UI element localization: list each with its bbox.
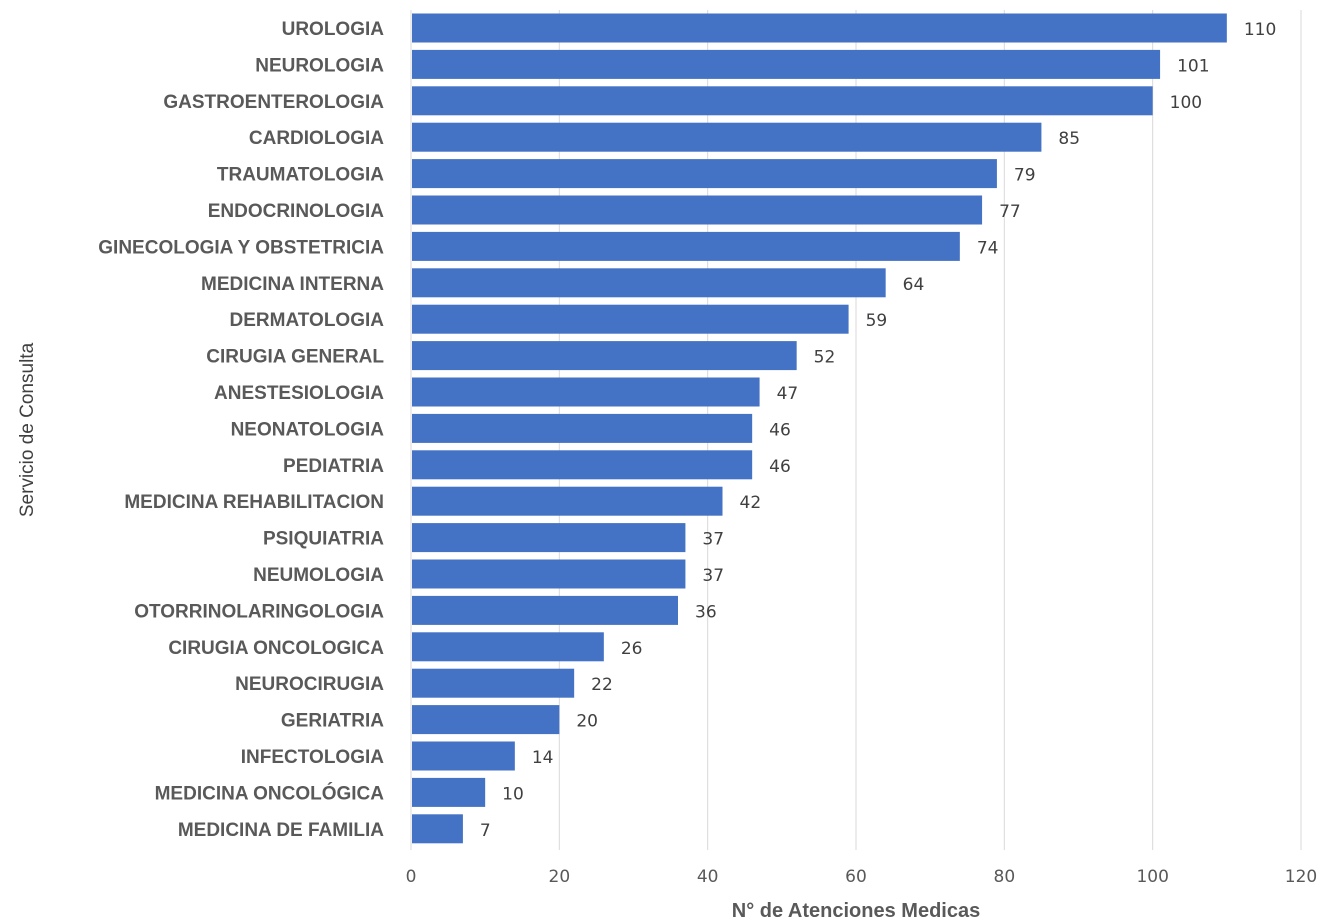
category-label: GASTROENTEROLOGIA	[163, 92, 384, 113]
bar	[412, 13, 1227, 43]
category-label: MEDICINA REHABILITACION	[124, 492, 384, 513]
x-tick-label: 120	[1285, 867, 1317, 887]
category-label: NEUMOLOGIA	[253, 565, 384, 586]
bar	[412, 341, 797, 371]
x-axis-title: N° de Atenciones Medicas	[732, 900, 980, 919]
bar	[412, 413, 753, 443]
data-label: 101	[1177, 56, 1209, 76]
category-label: MEDICINA INTERNA	[201, 274, 384, 295]
bar	[412, 122, 1042, 152]
data-label: 52	[814, 348, 836, 368]
y-axis-title: Servicio de Consulta	[17, 342, 38, 517]
data-label: 64	[903, 275, 925, 295]
data-label: 79	[1014, 166, 1036, 186]
category-label: CARDIOLOGIA	[249, 128, 384, 149]
x-tick-label: 80	[994, 867, 1016, 887]
bar	[412, 195, 983, 225]
bar	[412, 814, 463, 844]
bar	[412, 159, 997, 189]
data-label: 59	[866, 311, 888, 331]
category-label: GINECOLOGIA Y OBSTETRICIA	[98, 237, 384, 258]
category-label: UROLOGIA	[282, 19, 385, 40]
bar	[412, 705, 560, 735]
bar	[412, 741, 515, 771]
data-label: 85	[1058, 129, 1080, 149]
category-label: CIRUGIA GENERAL	[206, 347, 384, 368]
category-label: ENDOCRINOLOGIA	[208, 201, 385, 222]
data-label: 7	[480, 821, 491, 841]
category-label: DERMATOLOGIA	[230, 310, 385, 331]
bar	[412, 486, 723, 516]
bar	[412, 86, 1153, 116]
data-label: 10	[502, 784, 524, 804]
data-label: 46	[769, 420, 791, 440]
bar	[412, 559, 686, 589]
category-label: NEONATOLOGIA	[231, 419, 385, 440]
category-label: NEUROCIRUGIA	[235, 674, 384, 695]
x-tick-label: 60	[845, 867, 867, 887]
bar	[412, 377, 760, 407]
category-label: NEUROLOGIA	[255, 55, 384, 76]
data-label: 20	[576, 712, 598, 732]
data-label: 42	[740, 493, 762, 513]
x-tick-label: 100	[1136, 867, 1168, 887]
x-tick-label: 20	[549, 867, 571, 887]
category-labels: UROLOGIA NEUROLOGIA GASTROENTEROLOGIA CARDI…	[98, 19, 384, 841]
category-label: ANESTESIOLOGIA	[214, 383, 384, 404]
category-label: CIRUGIA ONCOLOGICA	[168, 638, 384, 659]
bar	[412, 49, 1161, 79]
category-label: PSIQUIATRIA	[263, 529, 384, 550]
bar	[412, 523, 686, 553]
bar	[412, 777, 486, 807]
data-label: 37	[702, 566, 724, 586]
category-label: INFECTOLOGIA	[241, 747, 384, 768]
bar	[412, 450, 753, 480]
data-label: 37	[702, 530, 724, 550]
category-label: GERIATRIA	[281, 711, 384, 732]
data-label: 14	[532, 748, 554, 768]
bars	[412, 13, 1227, 844]
bar	[412, 595, 678, 625]
data-label: 36	[695, 602, 717, 622]
data-label: 47	[777, 384, 799, 404]
category-label: MEDICINA DE FAMILIA	[178, 820, 384, 841]
data-label: 26	[621, 639, 643, 659]
bar	[412, 268, 886, 298]
x-tick-label: 40	[697, 867, 719, 887]
bar	[412, 632, 604, 662]
data-label: 100	[1170, 93, 1202, 113]
x-tick-label: 0	[406, 867, 417, 887]
category-label: OTORRINOLARINGOLOGIA	[134, 601, 384, 622]
x-tick-labels: 0 20 40 60 80 100 120	[406, 867, 1318, 887]
bar	[412, 668, 575, 698]
category-label: TRAUMATOLOGIA	[217, 165, 384, 186]
bar	[412, 231, 960, 261]
data-label: 74	[977, 238, 999, 258]
data-label: 77	[999, 202, 1021, 222]
data-label: 22	[591, 675, 613, 695]
data-label: 46	[769, 457, 791, 477]
category-label: MEDICINA ONCOLÓGICA	[155, 782, 385, 804]
category-label: PEDIATRIA	[283, 456, 384, 477]
data-label: 110	[1244, 20, 1276, 40]
bar	[412, 304, 849, 334]
